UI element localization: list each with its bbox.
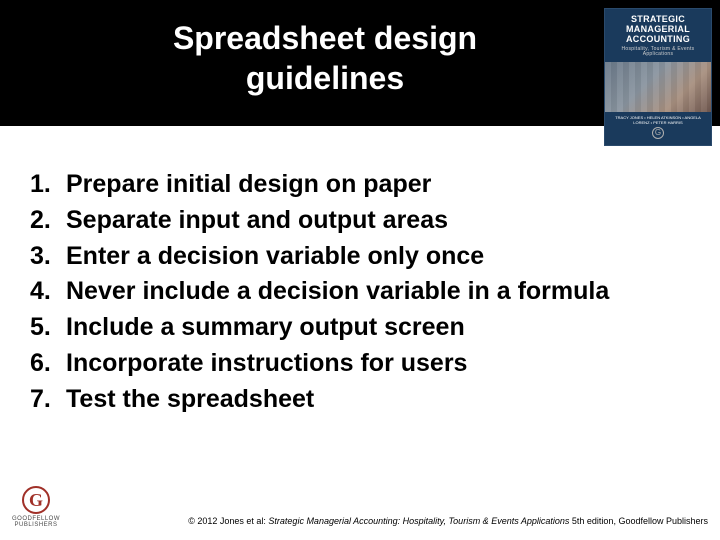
- publisher-logo: G GOODFELLOW PUBLISHERS: [12, 486, 60, 528]
- guideline-text: Include a summary output screen: [66, 311, 690, 345]
- guideline-number: 1.: [30, 168, 66, 202]
- guideline-text: Never include a decision variable in a f…: [66, 275, 690, 309]
- guideline-text: Test the spreadsheet: [66, 383, 690, 417]
- guideline-item: 2.Separate input and output areas: [30, 204, 690, 238]
- guideline-number: 3.: [30, 240, 66, 274]
- guideline-item: 1.Prepare initial design on paper: [30, 168, 690, 202]
- book-title-block: STRATEGIC MANAGERIAL ACCOUNTING Hospital…: [605, 9, 711, 62]
- slide-content: 1.Prepare initial design on paper2.Separ…: [0, 126, 720, 416]
- book-authors: TRACY JONES • HELEN ATKINSON • ANGELA LO…: [607, 116, 709, 125]
- book-subtitle: Hospitality, Tourism & Events Applicatio…: [607, 47, 709, 58]
- title-line-1: Spreadsheet design: [173, 20, 477, 56]
- guideline-text: Incorporate instructions for users: [66, 347, 690, 381]
- guideline-number: 2.: [30, 204, 66, 238]
- guideline-number: 5.: [30, 311, 66, 345]
- guideline-item: 7.Test the spreadsheet: [30, 383, 690, 417]
- title-line-2: guidelines: [246, 60, 404, 96]
- book-cover-thumbnail: STRATEGIC MANAGERIAL ACCOUNTING Hospital…: [604, 8, 712, 146]
- book-cover-image: [605, 62, 711, 113]
- guideline-item: 3.Enter a decision variable only once: [30, 240, 690, 274]
- publisher-logo-text: GOODFELLOW PUBLISHERS: [12, 516, 60, 528]
- guideline-item: 5.Include a summary output screen: [30, 311, 690, 345]
- guideline-item: 6.Incorporate instructions for users: [30, 347, 690, 381]
- guideline-number: 6.: [30, 347, 66, 381]
- guideline-list: 1.Prepare initial design on paper2.Separ…: [30, 168, 690, 416]
- slide-title: Spreadsheet design guidelines: [20, 18, 700, 98]
- guideline-number: 7.: [30, 383, 66, 417]
- book-title-3: ACCOUNTING: [607, 35, 709, 45]
- book-publisher-icon: G: [652, 127, 664, 139]
- copyright-text: © 2012 Jones et al: Strategic Managerial…: [188, 516, 708, 528]
- guideline-item: 4.Never include a decision variable in a…: [30, 275, 690, 309]
- slide-footer: G GOODFELLOW PUBLISHERS © 2012 Jones et …: [0, 486, 720, 528]
- publisher-logo-icon: G: [22, 486, 50, 514]
- guideline-number: 4.: [30, 275, 66, 309]
- slide-header: Spreadsheet design guidelines STRATEGIC …: [0, 0, 720, 126]
- guideline-text: Enter a decision variable only once: [66, 240, 690, 274]
- guideline-text: Prepare initial design on paper: [66, 168, 690, 202]
- guideline-text: Separate input and output areas: [66, 204, 690, 238]
- book-author-block: TRACY JONES • HELEN ATKINSON • ANGELA LO…: [605, 112, 711, 145]
